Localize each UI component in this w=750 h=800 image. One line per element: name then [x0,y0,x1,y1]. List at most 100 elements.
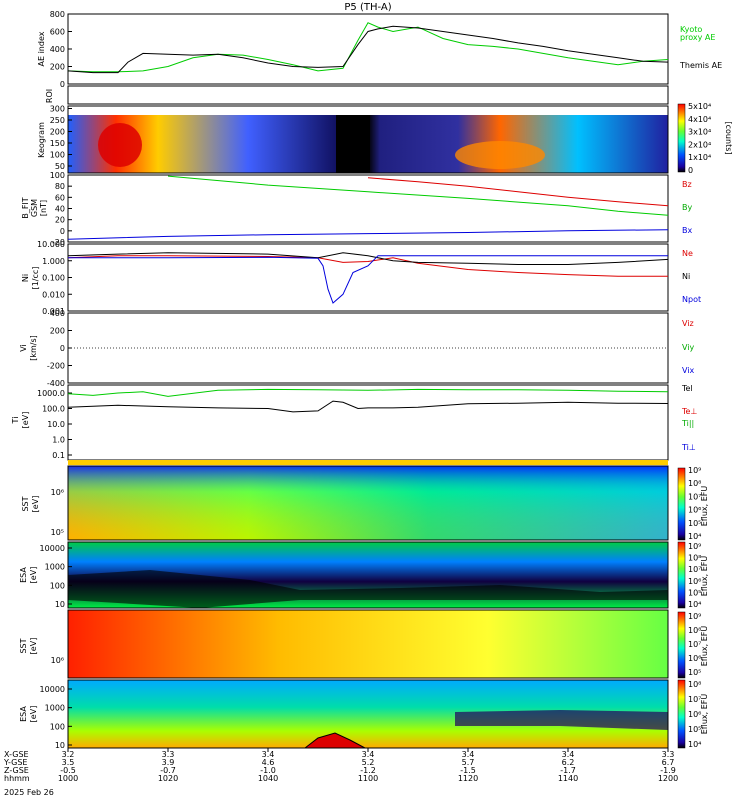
sst-e-colorbar-tick-label: 10⁸ [688,479,701,488]
density-tick-label: 1.000 [42,257,65,266]
bfield-tick-label: -20 [52,238,65,247]
esa-i-colorbar-label: Eflux, EFU [700,694,709,735]
esa-i-colorbar [677,679,686,749]
ae-tick-label: 600 [50,28,65,37]
sst-e-colorbar-tick-label: 10⁶ [688,506,701,515]
temperature-legend-tiperp: Ti⊥ [681,443,696,452]
time-axis-y-gse: 6.7 [662,758,675,767]
density-npot-line [68,255,668,304]
velocity-ylabel: Vi [19,344,28,352]
esa-i-tick-label: 1000 [45,704,65,713]
sst-i-colorbar [677,611,686,679]
density-tick-label: 10.000 [37,240,65,249]
bfield-legend-by: By [682,203,692,212]
ae-ticks: 0 200 400 600 800 [50,10,72,89]
ae-legend-themis: Themis AE [679,61,722,70]
ae-ylabel: AE index [37,31,46,66]
keogram-colorbar-tick-label: 4x10⁴ [688,115,711,124]
keogram-ticks: 50 100 150 200 250 300 [50,105,72,171]
sst-e-ylabel: SST [21,496,30,511]
esa-e-colorbar-tick-label: 10⁹ [688,542,701,551]
ae-proxy-line [67,22,669,73]
esa-e-colorbar-tick-label: 10⁶ [688,577,701,586]
time-axis-z-gse: -1.0 [260,766,276,775]
esa-i-dark-band [455,710,668,730]
temperature-ylabel: Ti [11,417,20,425]
bfield-bz-line [367,177,669,207]
keogram-active-patch [455,141,545,169]
keogram-tick-label: 100 [50,151,65,160]
temperature-tick-label: 1.0 [52,436,65,445]
temperature-legend-tipar: Ti|| [681,419,694,428]
time-axis-x-gse: 3.2 [62,750,75,759]
ae-legend-kyoto: Kyoto [680,25,702,34]
esa-e-colorbar-tick-label: 10⁸ [688,554,701,563]
temperature-ylabel2: [eV] [21,412,30,429]
time-axis: X-GSEY-GSEZ-GSEhhmm3.23.5-0.510003.33.9-… [3,748,678,783]
time-axis-x-gse: 3.4 [562,750,575,759]
velocity-panel: Vi [km/s] -400 -200 0 200 400 Viz Viy Vix [19,309,695,388]
keogram-panel: Keogram 50 100 150 200 250 300 5x10⁴ 4x10⁴ 3x10… [37,102,733,175]
temperature-panel: Ti [eV] 0.1 1.0 10.0 100.0 1000.0 Tel Te⊥ Ti… [11,384,697,461]
temperature-tick-label: 100.0 [42,405,65,414]
esa-e-colorbar-tick-label: 10⁴ [688,600,701,609]
time-axis-z-gse: -1.2 [360,766,376,775]
bfield-tick-label: 100 [50,171,65,180]
time-axis-hhmm: 1200 [658,774,678,783]
esa-i-ticks: 10 100 1000 10000 [40,685,72,750]
temperature-ticks: 0.1 1.0 10.0 100.0 1000.0 [37,389,72,460]
time-axis-hhmm: 1140 [558,774,578,783]
bfield-tick-label: 60 [55,193,65,202]
temperature-tick-label: 0.1 [52,451,65,460]
time-axis-z-gse: -1.5 [460,766,476,775]
keogram-gap [336,115,370,173]
density-ticks: 0.001 0.010 0.100 1.000 10.000 [37,240,72,316]
sst-i-ylabel: SST [19,638,28,653]
temperature-legend-tel: Tel [681,384,693,393]
sst-e-colorbar-ticks: 10⁹ 10⁸ 10⁷ 10⁶ 10⁵ 10⁴ [688,466,701,541]
keogram-colorbar-label: [counts] [724,122,733,155]
bfield-tick-label: 20 [55,216,65,225]
esa-i-colorbar-tick-label: 10⁴ [688,740,701,749]
density-ni-line [67,252,669,265]
keogram-colorbar-tick-label: 3x10⁴ [688,128,711,137]
time-axis-hhmm: 1020 [158,774,178,783]
time-axis-x-gse: 3.3 [662,750,675,759]
bfield-tick-label: 0 [60,227,65,236]
density-ylabel: Ni [21,274,30,282]
esa-e-colorbar [677,541,686,609]
sst-i-colorbar-tick-label: 10⁵ [688,668,701,677]
keogram-tick-label: 150 [50,139,65,148]
time-axis-z-gse: -1.9 [660,766,676,775]
velocity-legend-vix: Vix [682,366,695,375]
sst-i-colorbar-ticks: 10⁹ 10⁸ 10⁷ 10⁶ 10⁵ [688,612,701,677]
ae-themis-line [67,25,669,74]
roi-panel: ROI [45,85,669,105]
density-tick-label: 0.001 [42,307,65,316]
esa-e-ticks: 10 100 1000 10000 [40,544,72,609]
time-axis-hhmm: 1120 [458,774,478,783]
esa-e-ylabel2: [eV] [29,567,38,584]
time-axis-x-gse: 3.4 [362,750,375,759]
ae-tick-label: 0 [60,80,65,89]
temperature-ti-line [67,400,669,413]
esa-e-tick-label: 10000 [40,544,65,553]
temperature-tick-label: 10.0 [47,420,65,429]
bfield-legend-bz: Bz [682,180,692,189]
time-axis-x-gse: 3.3 [162,750,175,759]
time-axis-hhmm: 1040 [258,774,278,783]
esa-e-colorbar-tick-label: 10⁵ [688,588,701,597]
sst-electron-panel: SST [eV] 10⁶ 10⁵ 10⁹ 10⁸ 10⁷ 10⁶ 10⁵ 10⁴ Eflu… [21,465,709,541]
density-tick-label: 0.010 [42,290,65,299]
velocity-tick-label: 200 [50,327,65,336]
time-axis-hhmm: 1100 [358,774,378,783]
density-ne-line [67,255,668,277]
time-axis-x-gse: 3.4 [262,750,275,759]
keogram-colorbar [677,103,686,173]
esa-i-colorbar-tick-label: 10⁸ [688,680,701,689]
ae-legend-proxy: proxy AE [680,33,715,42]
sst-i-colorbar-label: Eflux, EFU [700,626,709,667]
